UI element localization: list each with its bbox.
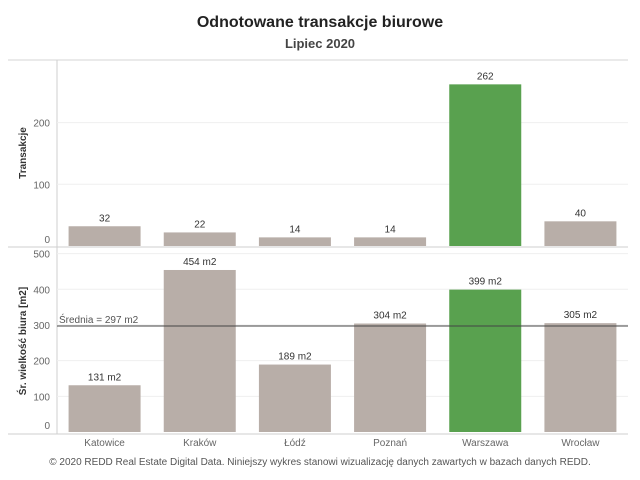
bar [258, 237, 331, 246]
data-label: 32 [99, 213, 111, 224]
bar [163, 269, 236, 432]
data-label: 454 m2 [183, 257, 217, 268]
data-label: 131 m2 [88, 372, 122, 383]
data-label: 399 m2 [469, 277, 503, 288]
average-reference-label: Średnia = 297 m2 [59, 313, 139, 326]
data-label: 22 [194, 219, 206, 230]
chart-subtitle: Lipiec 2020 [284, 36, 356, 51]
bar [258, 364, 331, 432]
copyright-footer: © 2020 REDD Real Estate Digital Data. Ni… [49, 457, 591, 468]
y-tick-label: 0 [44, 235, 50, 246]
y-axis-title: Transakcje [18, 127, 29, 179]
category-label: Poznań [373, 438, 407, 449]
data-label: 40 [575, 208, 587, 219]
bar [544, 323, 617, 432]
bar [354, 323, 427, 432]
data-label: 189 m2 [278, 352, 312, 363]
bar [449, 289, 522, 432]
data-label: 305 m2 [564, 310, 598, 321]
y-tick-label: 0 [44, 421, 50, 432]
bar [68, 385, 141, 432]
data-label: 262 [477, 71, 494, 82]
bar [163, 232, 236, 246]
category-label: Warszawa [462, 438, 509, 449]
category-label: Łódź [284, 438, 306, 449]
bar [449, 84, 522, 247]
category-label: Kraków [183, 438, 217, 449]
category-label: Wrocław [561, 438, 600, 449]
data-label: 14 [289, 224, 301, 235]
bar [544, 221, 617, 246]
y-axis-title: Śr. wielkość biura [m2] [16, 287, 29, 395]
y-tick-label: 300 [33, 321, 50, 332]
data-label: 304 m2 [373, 311, 407, 322]
chart-title: Odnotowane transakcje biurowe [196, 14, 444, 31]
y-tick-label: 400 [33, 285, 50, 296]
y-tick-label: 500 [33, 250, 50, 261]
y-tick-label: 100 [33, 392, 50, 403]
data-label: 14 [385, 224, 397, 235]
category-label: Katowice [84, 438, 125, 449]
y-tick-label: 200 [33, 357, 50, 368]
bar [354, 237, 427, 246]
bar [68, 226, 141, 246]
y-tick-label: 200 [33, 119, 50, 130]
y-tick-label: 100 [33, 180, 50, 191]
